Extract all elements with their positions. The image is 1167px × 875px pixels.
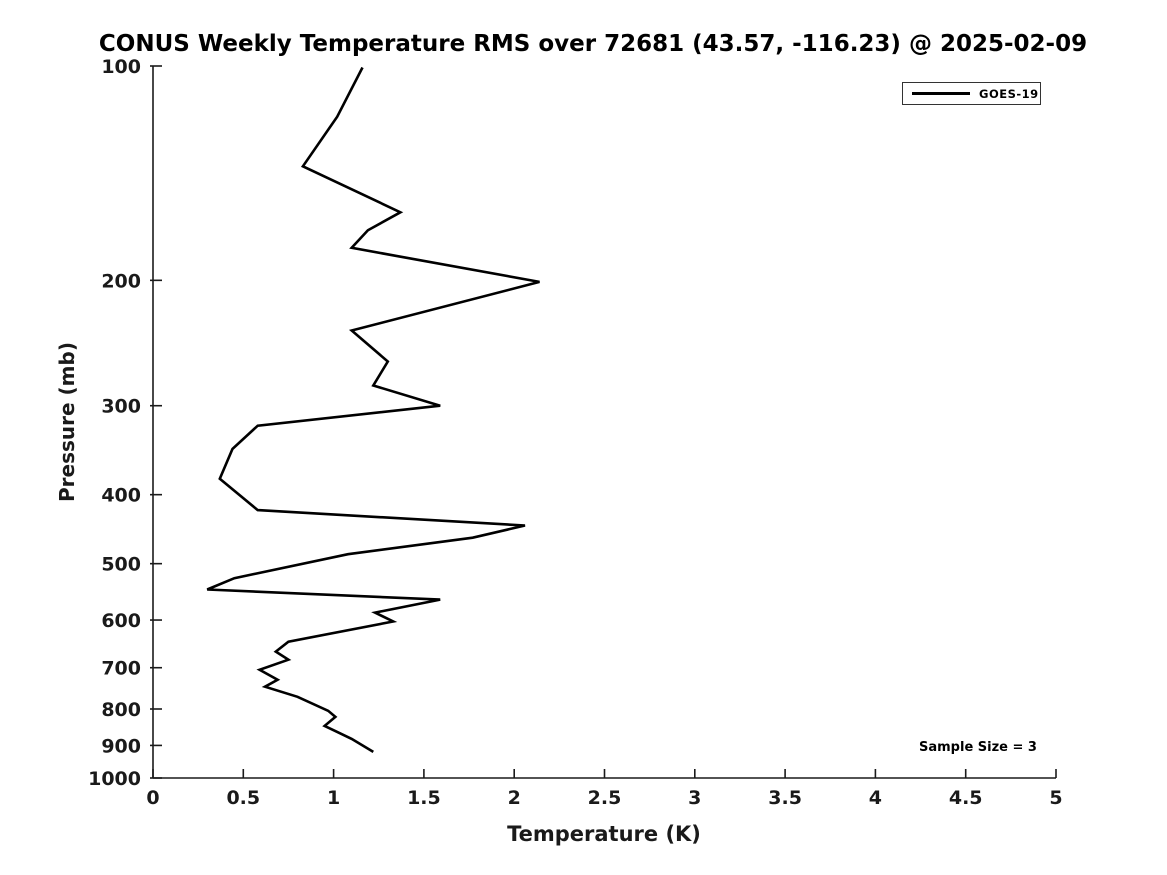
y-tick-label: 900 [101, 735, 141, 757]
x-axis-label: Temperature (K) [507, 822, 701, 846]
y-tick-label: 100 [101, 56, 141, 78]
x-tick-label: 3 [688, 787, 701, 809]
y-tick-label: 200 [101, 270, 141, 292]
x-tick-label: 1.5 [407, 787, 441, 809]
y-tick-label: 800 [101, 699, 141, 721]
y-tick-label: 700 [101, 658, 141, 680]
legend-label: GOES-19 [979, 86, 1039, 101]
x-tick-label: 5 [1049, 787, 1062, 809]
x-tick-label: 0 [146, 787, 159, 809]
y-tick-label: 600 [101, 610, 141, 632]
y-tick-label: 400 [101, 485, 141, 507]
x-tick-label: 0.5 [226, 787, 260, 809]
x-tick-label: 3.5 [768, 787, 802, 809]
legend-line-sample [912, 92, 970, 95]
y-axis-label: Pressure (mb) [55, 342, 79, 502]
x-tick-label: 4 [869, 787, 882, 809]
x-tick-label: 1 [327, 787, 340, 809]
x-tick-label: 2.5 [588, 787, 622, 809]
legend: GOES-19 [902, 82, 1041, 105]
y-tick-label: 500 [101, 554, 141, 576]
y-tick-label: 1000 [88, 768, 141, 790]
y-tick-label: 300 [101, 396, 141, 418]
x-tick-label: 4.5 [949, 787, 983, 809]
chart-title: CONUS Weekly Temperature RMS over 72681 … [98, 31, 1088, 57]
series-line-goes-19 [206, 66, 540, 754]
x-tick-label: 2 [508, 787, 521, 809]
sample-size-annotation: Sample Size = 3 [919, 740, 1037, 755]
